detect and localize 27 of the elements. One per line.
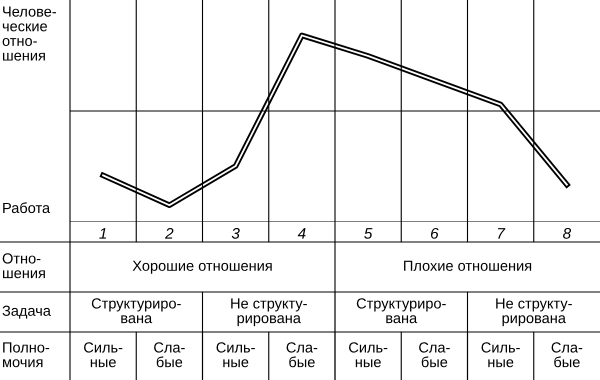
x-tick-label: 4 [298,228,306,239]
x-tick-label: 3 [232,228,240,239]
text: Силь- ные [84,342,122,368]
text: Сла- бые [154,342,185,368]
text: Сла- бые [286,342,318,368]
text: Не структу- рирована [496,298,572,326]
text: Силь- ные [349,342,388,368]
text: Структуриро- вана [92,298,181,324]
text: Структуриро- вана [356,298,446,324]
text: Отно- шения [2,253,45,278]
text: Плохие отношения [404,260,532,271]
x-tick-label: 8 [563,228,572,239]
text: Полно- мочия [3,342,50,368]
text: Работа [3,202,50,214]
x-tick-label: 2 [165,228,174,239]
x-tick-label: 5 [364,228,372,239]
text: Задача [2,306,51,319]
text: Сла- бые [552,342,582,368]
text: Сла- бые [419,342,450,368]
text: Силь- ные [216,342,255,368]
text: Не структу- рирована [231,298,307,326]
y-axis-title: Челове- ческие отно- шения [2,6,56,61]
x-tick-label: 6 [430,228,439,239]
x-tick-label: 1 [99,228,106,239]
text: Хорошие отношения [132,260,272,274]
x-tick-label: 7 [498,228,506,239]
text: Силь- ные [482,342,520,368]
